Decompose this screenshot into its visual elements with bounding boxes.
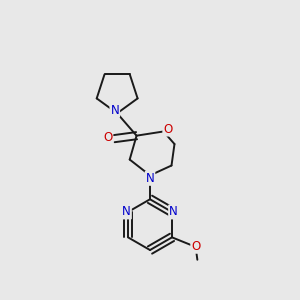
Text: N: N <box>169 206 178 218</box>
Text: N: N <box>146 172 154 185</box>
Text: O: O <box>163 123 172 136</box>
Text: N: N <box>110 104 119 117</box>
Text: O: O <box>103 131 112 144</box>
Text: O: O <box>103 131 112 144</box>
Text: N: N <box>122 206 131 218</box>
Text: O: O <box>191 240 200 253</box>
